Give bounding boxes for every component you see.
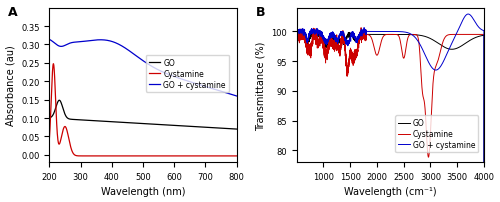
Legend: GO, Cystamine, GO + cystamine: GO, Cystamine, GO + cystamine <box>146 56 229 92</box>
GO <box>56 100 62 102</box>
Cystamine <box>46 139 52 141</box>
GO + cystamine <box>342 41 348 43</box>
GO + cystamine <box>148 66 154 68</box>
Cystamine <box>128 155 134 157</box>
GO <box>368 34 374 36</box>
GO + cystamine <box>46 39 52 41</box>
Legend: GO, Cystamine, GO + cystamine: GO, Cystamine, GO + cystamine <box>395 116 478 153</box>
GO <box>145 123 151 125</box>
Line: Cystamine: Cystamine <box>296 28 484 202</box>
Cystamine <box>50 63 56 66</box>
GO <box>364 34 370 36</box>
GO <box>304 42 310 45</box>
GO <box>234 128 239 131</box>
Cystamine <box>384 34 390 37</box>
Cystamine <box>78 155 84 157</box>
Cystamine <box>234 155 239 157</box>
Y-axis label: Transmittance (%): Transmittance (%) <box>256 41 266 130</box>
Cystamine <box>420 97 426 100</box>
Line: GO: GO <box>50 101 236 129</box>
Text: B: B <box>256 6 265 19</box>
Cystamine <box>481 34 487 36</box>
X-axis label: Wavelength (cm⁻¹): Wavelength (cm⁻¹) <box>344 186 436 197</box>
GO <box>342 40 348 42</box>
Cystamine <box>342 56 348 59</box>
GO + cystamine <box>420 51 426 53</box>
GO <box>72 119 78 121</box>
GO <box>420 36 426 38</box>
Cystamine <box>304 44 310 46</box>
GO + cystamine <box>481 178 487 181</box>
GO + cystamine <box>364 31 370 34</box>
GO + cystamine <box>128 51 134 54</box>
Cystamine <box>149 155 155 157</box>
Text: A: A <box>8 6 18 19</box>
Cystamine <box>72 154 78 156</box>
X-axis label: Wavelength (nm): Wavelength (nm) <box>100 186 185 197</box>
GO + cystamine <box>110 41 116 44</box>
GO + cystamine <box>71 42 77 44</box>
GO + cystamine <box>465 14 471 16</box>
GO <box>294 31 300 34</box>
GO <box>110 121 116 123</box>
GO + cystamine <box>304 38 310 40</box>
Cystamine <box>364 34 370 37</box>
GO + cystamine <box>384 31 390 34</box>
GO + cystamine <box>234 95 239 98</box>
Line: Cystamine: Cystamine <box>50 64 236 156</box>
Cystamine <box>368 37 374 39</box>
GO <box>384 34 390 36</box>
GO + cystamine <box>144 63 150 66</box>
Cystamine <box>96 155 102 157</box>
GO <box>46 117 52 119</box>
Line: GO: GO <box>296 32 484 202</box>
GO + cystamine <box>78 41 84 44</box>
GO + cystamine <box>368 31 374 34</box>
Line: GO + cystamine: GO + cystamine <box>50 40 236 97</box>
Y-axis label: Absorbance (au): Absorbance (au) <box>6 45 16 126</box>
Cystamine <box>358 27 364 30</box>
GO <box>149 123 155 126</box>
Cystamine <box>110 155 116 157</box>
Line: GO + cystamine: GO + cystamine <box>296 15 484 202</box>
GO <box>481 182 487 184</box>
GO <box>78 119 84 122</box>
Cystamine <box>145 155 151 157</box>
GO <box>128 122 134 124</box>
